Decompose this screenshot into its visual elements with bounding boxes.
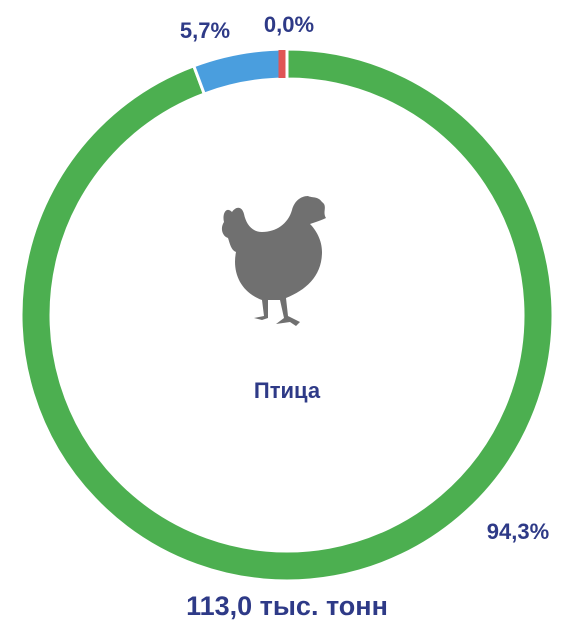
donut-slice	[19, 47, 555, 583]
chicken-icon	[221, 196, 326, 326]
value-label: 5,7%	[180, 18, 230, 43]
value-label: 94,3%	[487, 519, 549, 544]
value-label: 0,0%	[264, 12, 314, 37]
total-label: 113,0 тыс. тонн	[186, 591, 388, 621]
center-label: Птица	[254, 378, 321, 403]
donut-slice	[191, 47, 289, 96]
